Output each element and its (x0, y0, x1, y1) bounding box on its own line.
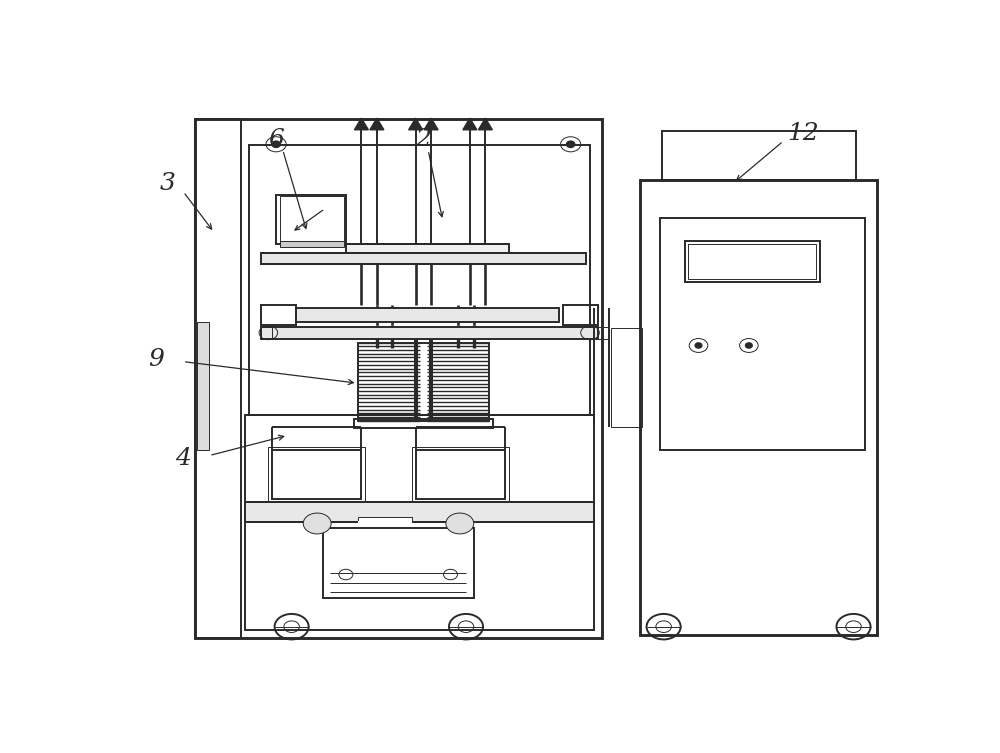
Bar (688, 244, 816, 279)
Circle shape (695, 343, 702, 348)
Bar (245, 415, 594, 630)
Bar (195, 120, 241, 639)
Bar (197, 322, 209, 450)
Bar (685, 241, 820, 282)
Bar (640, 180, 877, 636)
Bar (412, 447, 509, 502)
Bar (660, 218, 865, 450)
Bar (611, 328, 642, 427)
Circle shape (272, 142, 280, 147)
Polygon shape (409, 118, 423, 130)
Circle shape (446, 513, 474, 534)
Bar (268, 447, 365, 502)
Polygon shape (463, 118, 477, 130)
Bar (280, 197, 344, 241)
Bar (261, 327, 272, 339)
Bar (323, 528, 474, 598)
Bar (249, 145, 590, 415)
Text: 2: 2 (415, 128, 431, 151)
Circle shape (746, 343, 752, 348)
Polygon shape (354, 118, 368, 130)
Bar (358, 343, 489, 421)
Bar (261, 327, 598, 339)
Polygon shape (370, 118, 384, 130)
Text: 6: 6 (268, 128, 284, 151)
Bar (272, 450, 361, 499)
Text: 4: 4 (175, 447, 191, 470)
Bar (296, 308, 559, 322)
Bar (195, 120, 602, 639)
Polygon shape (424, 118, 438, 130)
Bar (662, 131, 856, 180)
Bar (261, 305, 296, 325)
Bar (346, 244, 509, 253)
Text: 9: 9 (148, 349, 164, 371)
Bar (354, 419, 493, 428)
Text: 12: 12 (787, 122, 819, 145)
Text: 3: 3 (160, 172, 176, 194)
Bar (261, 253, 586, 264)
Bar (276, 195, 346, 244)
Circle shape (567, 142, 574, 147)
Bar (280, 241, 344, 247)
Bar (358, 517, 412, 523)
Bar (563, 305, 598, 325)
Polygon shape (478, 118, 492, 130)
Bar (598, 327, 609, 339)
Bar (416, 450, 505, 499)
Bar (245, 502, 594, 523)
Circle shape (303, 513, 331, 534)
